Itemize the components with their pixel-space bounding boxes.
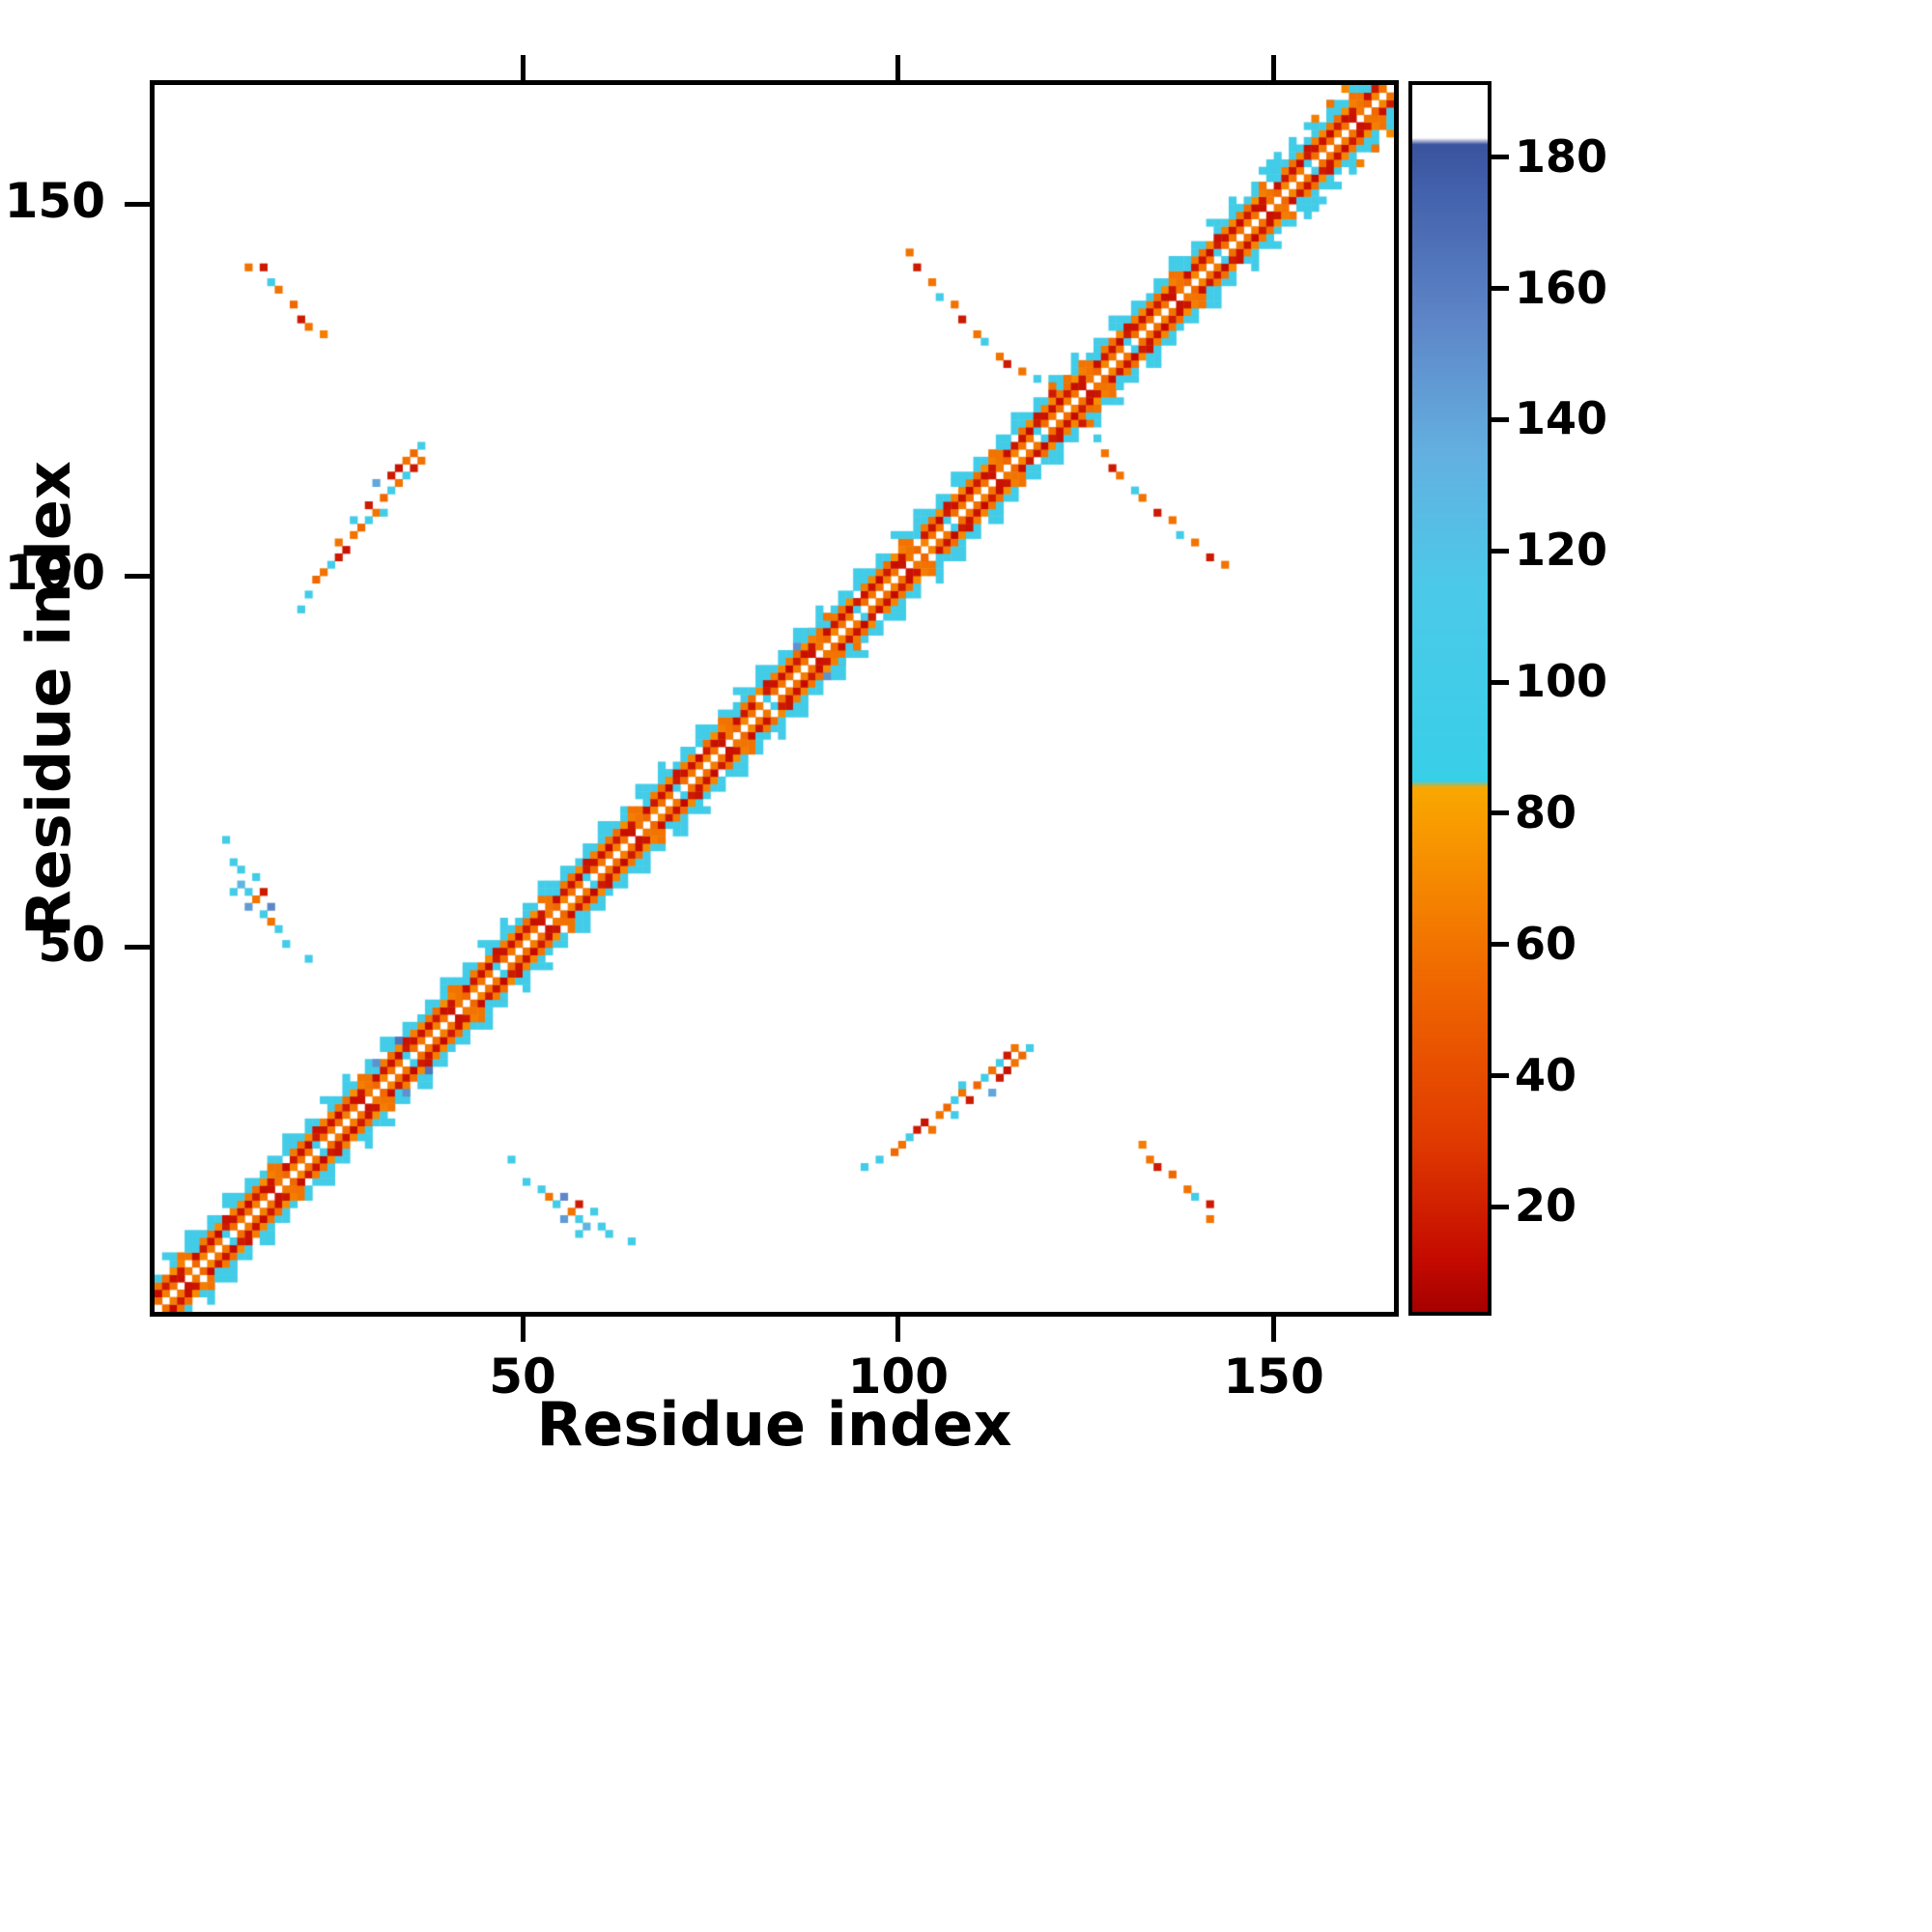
x-top-tick-mark (1271, 55, 1277, 80)
y-tick-label: 50 (38, 916, 105, 973)
colorbar-tick-label: 20 (1515, 1179, 1577, 1233)
x-tick-mark (520, 1317, 526, 1342)
x-tick-label: 150 (1223, 1349, 1324, 1405)
x-tick-mark (895, 1317, 901, 1342)
y-tick-mark (125, 945, 150, 951)
colorbar-tick-label: 160 (1515, 261, 1608, 314)
colorbar-tick-mark (1492, 155, 1509, 160)
colorbar-tick-mark (1492, 548, 1509, 554)
colorbar-tick-mark (1492, 416, 1509, 422)
colorbar-tick-mark (1492, 810, 1509, 816)
y-tick-label: 150 (4, 173, 105, 230)
x-top-tick-mark (895, 55, 901, 80)
colorbar-tick-label: 140 (1515, 392, 1608, 445)
colorbar-tick-label: 80 (1515, 785, 1577, 838)
plot-area (150, 80, 1399, 1317)
colorbar-tick-mark (1492, 942, 1509, 948)
y-tick-mark (125, 201, 150, 207)
colorbar-tick-label: 120 (1515, 524, 1608, 577)
x-axis-label: Residue index (536, 1389, 1012, 1460)
y-tick-label: 100 (4, 545, 105, 601)
colorbar-tick-mark (1492, 1073, 1509, 1078)
y-axis-label: Residue index (14, 461, 84, 936)
colorbar (1408, 81, 1492, 1316)
x-top-tick-mark (520, 55, 526, 80)
x-tick-label: 100 (847, 1349, 949, 1405)
x-tick-label: 50 (489, 1349, 556, 1405)
colorbar-tick-label: 100 (1515, 655, 1608, 708)
colorbar-canvas (1412, 85, 1488, 1312)
colorbar-tick-mark (1492, 679, 1509, 685)
colorbar-tick-mark (1492, 1204, 1509, 1209)
y-tick-mark (125, 573, 150, 579)
colorbar-tick-label: 180 (1515, 129, 1608, 183)
heatmap-canvas (155, 85, 1394, 1312)
colorbar-tick-label: 40 (1515, 1048, 1577, 1101)
colorbar-tick-mark (1492, 286, 1509, 292)
x-tick-mark (1271, 1317, 1277, 1342)
colorbar-tick-label: 60 (1515, 917, 1577, 970)
